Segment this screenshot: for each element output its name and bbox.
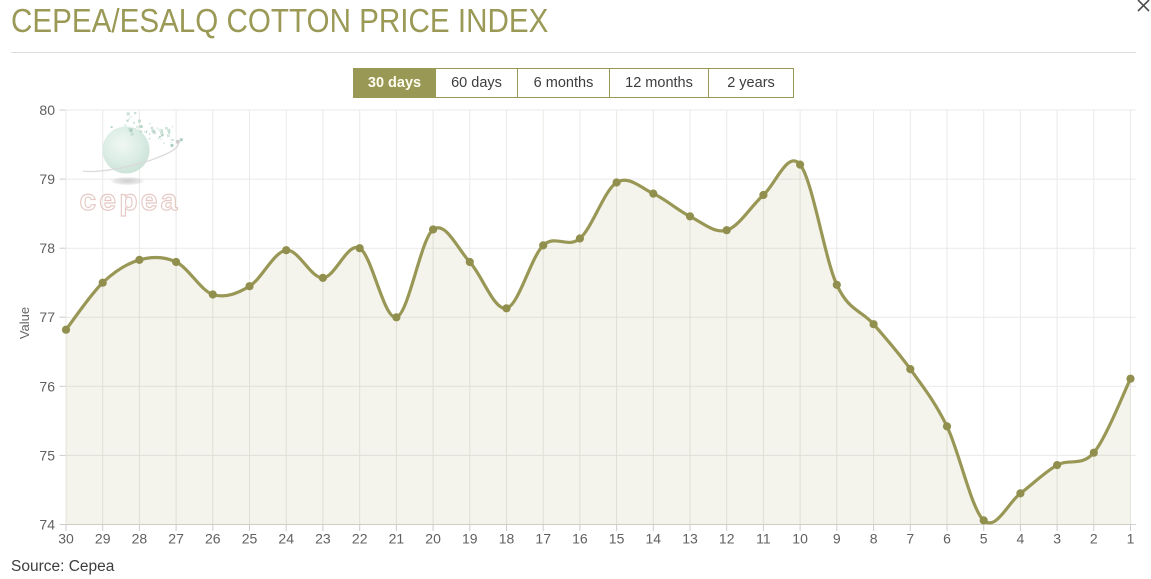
svg-text:30: 30 bbox=[58, 531, 74, 547]
svg-text:4: 4 bbox=[1017, 531, 1025, 547]
svg-text:17: 17 bbox=[535, 531, 551, 547]
svg-text:3: 3 bbox=[1053, 531, 1061, 547]
svg-text:Value: Value bbox=[17, 307, 32, 339]
svg-text:18: 18 bbox=[499, 531, 515, 547]
svg-text:Source: Cepea: Source: Cepea bbox=[11, 558, 115, 575]
svg-text:75: 75 bbox=[39, 447, 55, 463]
svg-text:6: 6 bbox=[943, 531, 951, 547]
svg-text:2: 2 bbox=[1090, 531, 1098, 547]
svg-text:28: 28 bbox=[132, 531, 148, 547]
svg-text:19: 19 bbox=[462, 531, 478, 547]
svg-text:13: 13 bbox=[682, 531, 698, 547]
svg-text:9: 9 bbox=[833, 531, 841, 547]
svg-text:1: 1 bbox=[1127, 531, 1135, 547]
svg-text:76: 76 bbox=[39, 378, 55, 394]
svg-text:14: 14 bbox=[646, 531, 662, 547]
svg-text:10: 10 bbox=[792, 531, 808, 547]
svg-text:23: 23 bbox=[315, 531, 331, 547]
svg-text:16: 16 bbox=[572, 531, 588, 547]
svg-text:80: 80 bbox=[39, 102, 55, 118]
svg-text:78: 78 bbox=[39, 240, 55, 256]
svg-text:5: 5 bbox=[980, 531, 988, 547]
svg-text:11: 11 bbox=[756, 531, 771, 547]
svg-text:27: 27 bbox=[168, 531, 184, 547]
svg-text:26: 26 bbox=[205, 531, 221, 547]
svg-text:7: 7 bbox=[906, 531, 914, 547]
svg-text:15: 15 bbox=[609, 531, 625, 547]
svg-text:79: 79 bbox=[39, 171, 55, 187]
svg-text:21: 21 bbox=[389, 531, 405, 547]
svg-text:29: 29 bbox=[95, 531, 111, 547]
svg-text:77: 77 bbox=[39, 309, 55, 325]
svg-text:74: 74 bbox=[39, 517, 55, 533]
svg-text:20: 20 bbox=[425, 531, 441, 547]
svg-text:22: 22 bbox=[352, 531, 368, 547]
svg-text:12: 12 bbox=[719, 531, 735, 547]
svg-text:8: 8 bbox=[870, 531, 878, 547]
svg-text:25: 25 bbox=[242, 531, 258, 547]
svg-text:24: 24 bbox=[278, 531, 294, 547]
svg-text:cepea: cepea bbox=[79, 184, 180, 217]
